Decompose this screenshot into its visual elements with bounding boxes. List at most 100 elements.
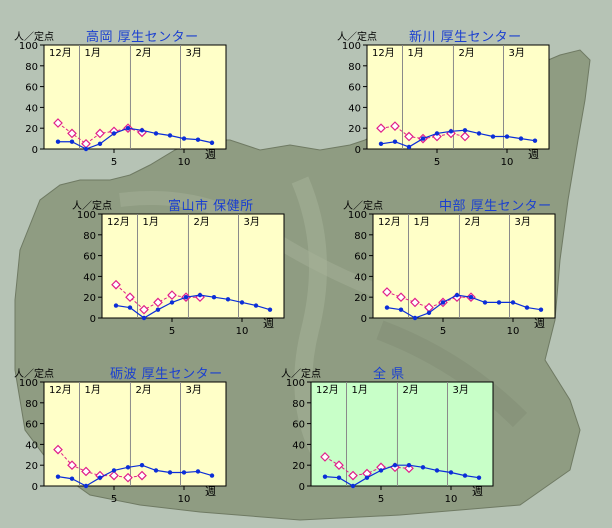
line-chart: 12月 1月 2月 3月 100 80 60 40 20 0 5 10	[19, 378, 227, 505]
data-point-current	[141, 315, 147, 321]
y-tick-label: 60	[83, 252, 96, 263]
y-tick-label: 60	[354, 252, 367, 263]
chart-title: 富山市 保健所	[168, 199, 254, 214]
data-point-current	[448, 470, 454, 475]
data-point-current	[406, 463, 412, 468]
data-point-current	[253, 303, 259, 308]
data-point-current	[155, 307, 161, 312]
map-texture	[376, 320, 528, 428]
data-point-current	[139, 128, 145, 133]
data-point-current	[412, 315, 418, 321]
chart-panel-whole-prefecture: 人／定点 全 県 12月 1月 2月 3月 100 80 60 40 20 0 5 10 週	[277, 363, 517, 505]
y-tick-label: 60	[25, 83, 38, 94]
month-label: 1月	[413, 216, 429, 228]
y-tick-label: 80	[292, 399, 305, 410]
data-point-current	[504, 134, 510, 139]
unit-label: 人／定点	[337, 32, 377, 43]
x-tick-label: 5	[111, 157, 117, 168]
chart-panel-shinkawa: 人／定点 新川 厚生センター 12月 1月 2月 3月 100 80 60 40 20 0 5 10 …	[333, 26, 573, 168]
y-tick-label: 60	[292, 420, 305, 431]
data-point-current	[97, 475, 103, 480]
y-tick-label: 40	[292, 440, 305, 451]
data-point-current	[496, 300, 502, 305]
data-point-current	[55, 474, 61, 479]
line-chart: 12月 1月 2月 3月 100 80 60 40 20 0 5 10	[19, 41, 227, 168]
data-point-current	[55, 139, 61, 144]
series-line-current	[386, 294, 542, 319]
data-point-current	[398, 307, 404, 312]
x-tick-label: 10	[445, 494, 458, 505]
data-point-current	[392, 139, 398, 144]
week-axis-label: 週	[472, 485, 483, 498]
series-line-current	[324, 464, 480, 487]
data-point-current	[113, 303, 119, 308]
month-label: 3月	[453, 384, 469, 396]
data-point-previous	[320, 452, 330, 462]
data-point-current	[378, 141, 384, 146]
x-tick-label: 10	[501, 157, 514, 168]
series-line-current	[115, 294, 271, 319]
data-point-current	[434, 131, 440, 136]
week-axis-label: 週	[534, 317, 545, 330]
data-point-previous	[81, 466, 91, 477]
month-label: 12月	[49, 47, 72, 59]
data-point-current	[440, 300, 446, 305]
data-point-current	[524, 305, 530, 310]
y-tick-label: 0	[361, 314, 367, 325]
y-tick-label: 20	[83, 293, 96, 304]
data-point-current	[462, 473, 468, 478]
data-point-current	[225, 297, 231, 302]
data-point-current	[448, 129, 454, 134]
data-point-current	[181, 470, 187, 475]
chart-title: 高岡 厚生センター	[86, 30, 199, 45]
data-point-previous	[348, 470, 358, 481]
y-tick-label: 80	[348, 62, 361, 73]
month-label: 12月	[372, 47, 395, 59]
data-point-current	[195, 137, 201, 142]
x-tick-label: 5	[440, 326, 446, 337]
data-point-current	[209, 140, 215, 145]
y-tick-label: 20	[348, 124, 361, 135]
data-point-current	[378, 468, 384, 473]
data-point-current	[532, 138, 538, 143]
series-line-current	[380, 129, 536, 148]
line-chart: 12月 1月 2月 3月 100 80 60 40 20 0 5 10	[77, 210, 285, 337]
data-point-previous	[137, 470, 147, 481]
data-point-previous	[382, 287, 392, 297]
data-point-current	[462, 128, 468, 133]
unit-label: 人／定点	[14, 369, 54, 380]
data-point-current	[476, 475, 482, 480]
data-point-previous	[53, 118, 63, 128]
data-point-previous	[53, 444, 63, 455]
data-point-current	[127, 305, 133, 310]
line-chart: 12月 1月 2月 3月 100 80 60 40 20 0 5 10	[342, 41, 550, 168]
y-tick-label: 80	[25, 399, 38, 410]
y-tick-label: 20	[25, 461, 38, 472]
y-tick-label: 40	[83, 272, 96, 283]
y-tick-label: 0	[32, 145, 38, 156]
series-line-current	[57, 464, 213, 487]
data-point-current	[482, 300, 488, 305]
data-point-current	[476, 131, 482, 136]
x-tick-label: 5	[111, 494, 117, 505]
data-point-current	[406, 144, 412, 150]
month-label: 12月	[316, 384, 339, 396]
y-tick-label: 20	[292, 461, 305, 472]
chart-title: 新川 厚生センター	[409, 30, 522, 45]
month-label: 3月	[515, 216, 531, 228]
data-point-previous	[109, 470, 119, 481]
y-tick-label: 0	[355, 145, 361, 156]
data-point-previous	[404, 131, 414, 142]
data-point-previous	[67, 460, 77, 471]
data-point-previous	[167, 290, 177, 300]
data-point-previous	[67, 128, 77, 139]
month-label: 2月	[135, 384, 151, 396]
x-tick-label: 5	[169, 326, 175, 337]
data-point-current	[336, 475, 342, 480]
y-tick-label: 40	[348, 103, 361, 114]
month-label: 12月	[49, 384, 72, 396]
y-tick-label: 100	[19, 41, 38, 52]
data-point-current	[454, 292, 460, 298]
x-tick-label: 5	[378, 494, 384, 505]
month-label: 12月	[107, 216, 130, 228]
